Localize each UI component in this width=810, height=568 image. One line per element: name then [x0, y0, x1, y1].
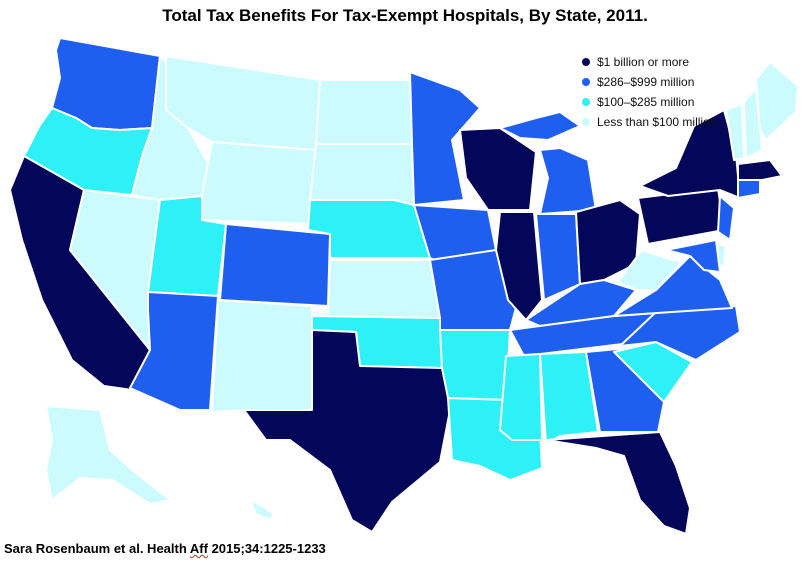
legend-label: Less than $100 million	[597, 115, 717, 129]
state-KS[interactable]	[327, 259, 441, 319]
state-MN[interactable]	[409, 71, 481, 206]
state-AK[interactable]	[45, 405, 171, 505]
legend-label: $1 billion or more	[597, 55, 690, 69]
state-FL[interactable]	[545, 431, 691, 535]
state-PA[interactable]	[637, 187, 725, 245]
legend-swatch	[582, 118, 590, 126]
state-AL[interactable]	[539, 351, 599, 445]
state-SD[interactable]	[309, 143, 415, 206]
state-HI[interactable]	[249, 499, 275, 521]
state-ME[interactable]	[755, 61, 799, 141]
state-WI[interactable]	[459, 127, 537, 211]
state-MA[interactable]	[737, 159, 783, 181]
state-NE[interactable]	[307, 199, 431, 259]
legend-label: $286–$999 million	[597, 75, 695, 89]
legend-swatch	[582, 58, 590, 66]
legend-item: $1 billion or more	[582, 52, 716, 72]
state-SC[interactable]	[613, 341, 693, 403]
source-suffix: 2015;34:1225-1233	[207, 541, 326, 556]
source-prefix: Sara Rosenbaum et al. Health	[4, 541, 190, 556]
legend-item: $286–$999 million	[582, 72, 716, 92]
state-WV[interactable]	[617, 249, 683, 291]
state-GA[interactable]	[585, 347, 665, 433]
state-VT[interactable]	[725, 103, 745, 161]
state-IN[interactable]	[535, 213, 581, 301]
legend-swatch	[582, 98, 590, 106]
state-TX[interactable]	[243, 329, 453, 533]
state-MI-upper[interactable]	[499, 111, 581, 141]
legend: $1 billion or more $286–$999 million $10…	[582, 52, 716, 132]
state-NJ[interactable]	[717, 195, 735, 241]
source-citation: Sara Rosenbaum et al. Health Aff 2015;34…	[4, 541, 326, 556]
state-MD[interactable]	[665, 239, 721, 273]
state-MI[interactable]	[539, 147, 597, 215]
state-NM[interactable]	[211, 299, 313, 413]
map-title: Total Tax Benefits For Tax-Exempt Hospit…	[162, 6, 648, 25]
legend-item: $100–$285 million	[582, 92, 716, 112]
state-WY[interactable]	[201, 141, 317, 225]
legend-swatch	[582, 78, 590, 86]
legend-label: $100–$285 million	[597, 95, 695, 109]
source-journal-abbrev: Aff	[189, 541, 208, 556]
legend-item: Less than $100 million	[582, 112, 716, 132]
state-CO[interactable]	[219, 223, 331, 307]
state-AR[interactable]	[439, 329, 511, 401]
state-MS[interactable]	[499, 353, 543, 441]
state-ND[interactable]	[315, 79, 413, 145]
